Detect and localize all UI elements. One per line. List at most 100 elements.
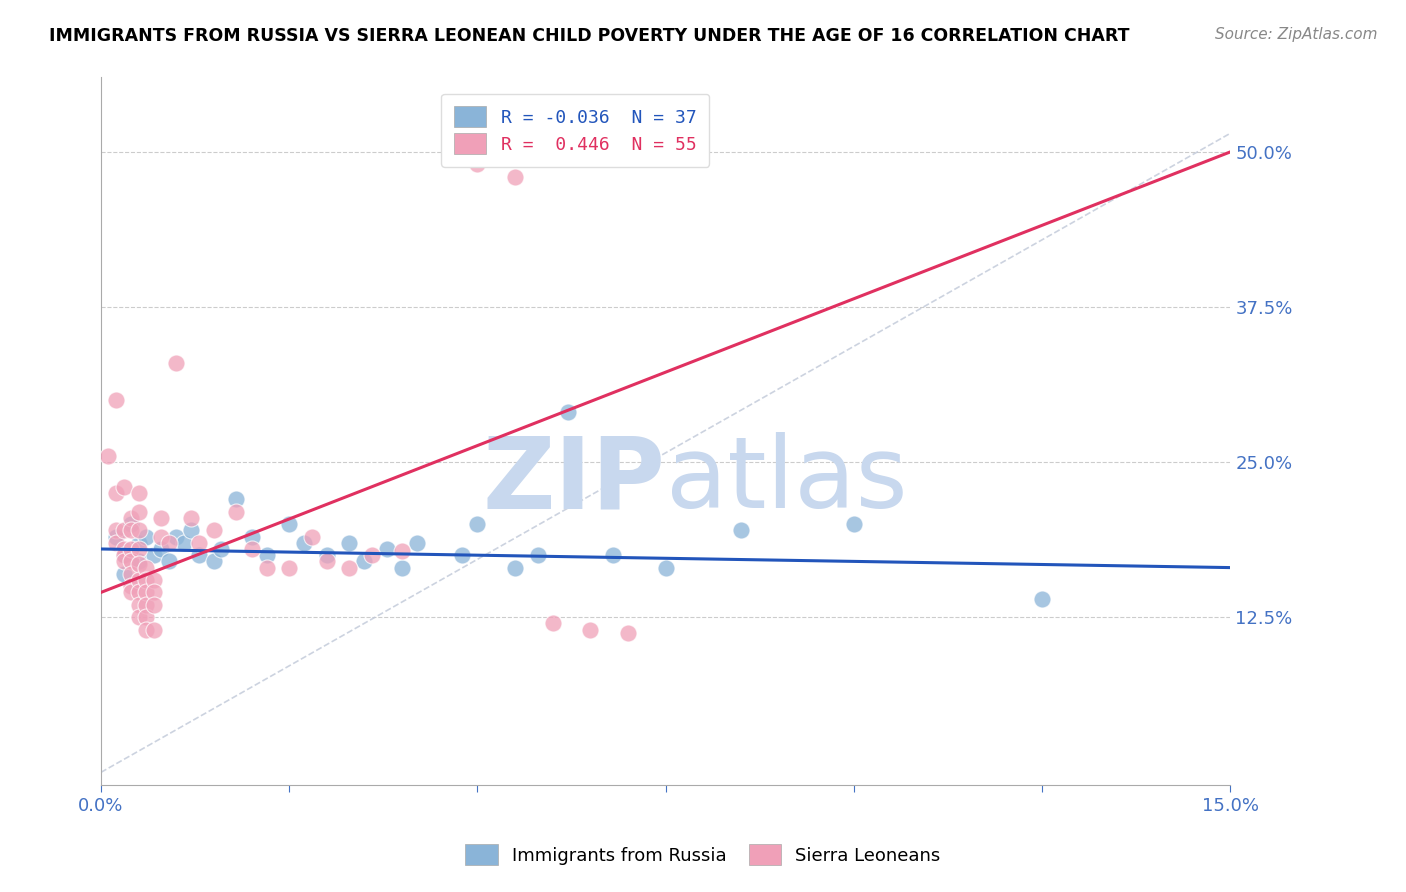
Point — [406, 535, 429, 549]
Point — [120, 541, 142, 556]
Point — [391, 560, 413, 574]
Point — [602, 548, 624, 562]
Point — [256, 548, 278, 562]
Point — [467, 517, 489, 532]
Point — [135, 585, 157, 599]
Point — [339, 535, 361, 549]
Point — [557, 405, 579, 419]
Point — [120, 585, 142, 599]
Point — [128, 541, 150, 556]
Point — [105, 486, 128, 500]
Point — [112, 541, 135, 556]
Point — [112, 548, 135, 562]
Point — [97, 449, 120, 463]
Point — [120, 511, 142, 525]
Point — [503, 560, 526, 574]
Point — [654, 560, 676, 574]
Point — [173, 535, 195, 549]
Point — [375, 541, 398, 556]
Point — [128, 524, 150, 538]
Point — [579, 623, 602, 637]
Point — [301, 530, 323, 544]
Legend: R = -0.036  N = 37, R =  0.446  N = 55: R = -0.036 N = 37, R = 0.446 N = 55 — [441, 94, 709, 167]
Point — [135, 610, 157, 624]
Text: IMMIGRANTS FROM RUSSIA VS SIERRA LEONEAN CHILD POVERTY UNDER THE AGE OF 16 CORRE: IMMIGRANTS FROM RUSSIA VS SIERRA LEONEAN… — [49, 27, 1129, 45]
Point — [128, 573, 150, 587]
Point — [278, 560, 301, 574]
Point — [120, 579, 142, 593]
Point — [467, 157, 489, 171]
Point — [112, 554, 135, 568]
Point — [112, 548, 135, 562]
Point — [112, 566, 135, 581]
Point — [128, 557, 150, 571]
Point — [120, 566, 142, 581]
Point — [339, 560, 361, 574]
Point — [451, 548, 474, 562]
Point — [135, 573, 157, 587]
Point — [128, 535, 150, 549]
Point — [256, 560, 278, 574]
Point — [842, 517, 865, 532]
Point — [150, 511, 173, 525]
Point — [105, 524, 128, 538]
Point — [315, 548, 337, 562]
Point — [120, 517, 142, 532]
Point — [142, 585, 165, 599]
Point — [128, 505, 150, 519]
Point — [142, 623, 165, 637]
Point — [165, 530, 187, 544]
Point — [128, 585, 150, 599]
Point — [526, 548, 548, 562]
Point — [105, 530, 128, 544]
Point — [209, 541, 232, 556]
Point — [187, 535, 209, 549]
Point — [353, 554, 375, 568]
Point — [112, 480, 135, 494]
Point — [1031, 591, 1053, 606]
Point — [180, 511, 202, 525]
Point — [128, 598, 150, 612]
Point — [240, 530, 263, 544]
Point — [142, 598, 165, 612]
Point — [135, 560, 157, 574]
Point — [128, 554, 150, 568]
Point — [361, 548, 384, 562]
Text: Source: ZipAtlas.com: Source: ZipAtlas.com — [1215, 27, 1378, 42]
Point — [180, 524, 202, 538]
Point — [240, 541, 263, 556]
Text: atlas: atlas — [665, 432, 907, 529]
Point — [225, 505, 247, 519]
Point — [202, 524, 225, 538]
Point — [135, 623, 157, 637]
Point — [202, 554, 225, 568]
Point — [541, 616, 564, 631]
Point — [157, 554, 180, 568]
Point — [157, 535, 180, 549]
Point — [135, 530, 157, 544]
Point — [112, 524, 135, 538]
Point — [150, 530, 173, 544]
Point — [187, 548, 209, 562]
Point — [150, 541, 173, 556]
Point — [128, 610, 150, 624]
Point — [617, 626, 640, 640]
Point — [135, 598, 157, 612]
Point — [278, 517, 301, 532]
Legend: Immigrants from Russia, Sierra Leoneans: Immigrants from Russia, Sierra Leoneans — [454, 833, 952, 876]
Point — [730, 524, 752, 538]
Point — [105, 393, 128, 408]
Point — [142, 548, 165, 562]
Point — [391, 544, 413, 558]
Point — [120, 524, 142, 538]
Point — [142, 573, 165, 587]
Point — [225, 492, 247, 507]
Point — [315, 554, 337, 568]
Point — [128, 486, 150, 500]
Point — [292, 535, 315, 549]
Point — [165, 356, 187, 370]
Point — [503, 169, 526, 184]
Point — [105, 535, 128, 549]
Point — [120, 554, 142, 568]
Text: ZIP: ZIP — [482, 432, 665, 529]
